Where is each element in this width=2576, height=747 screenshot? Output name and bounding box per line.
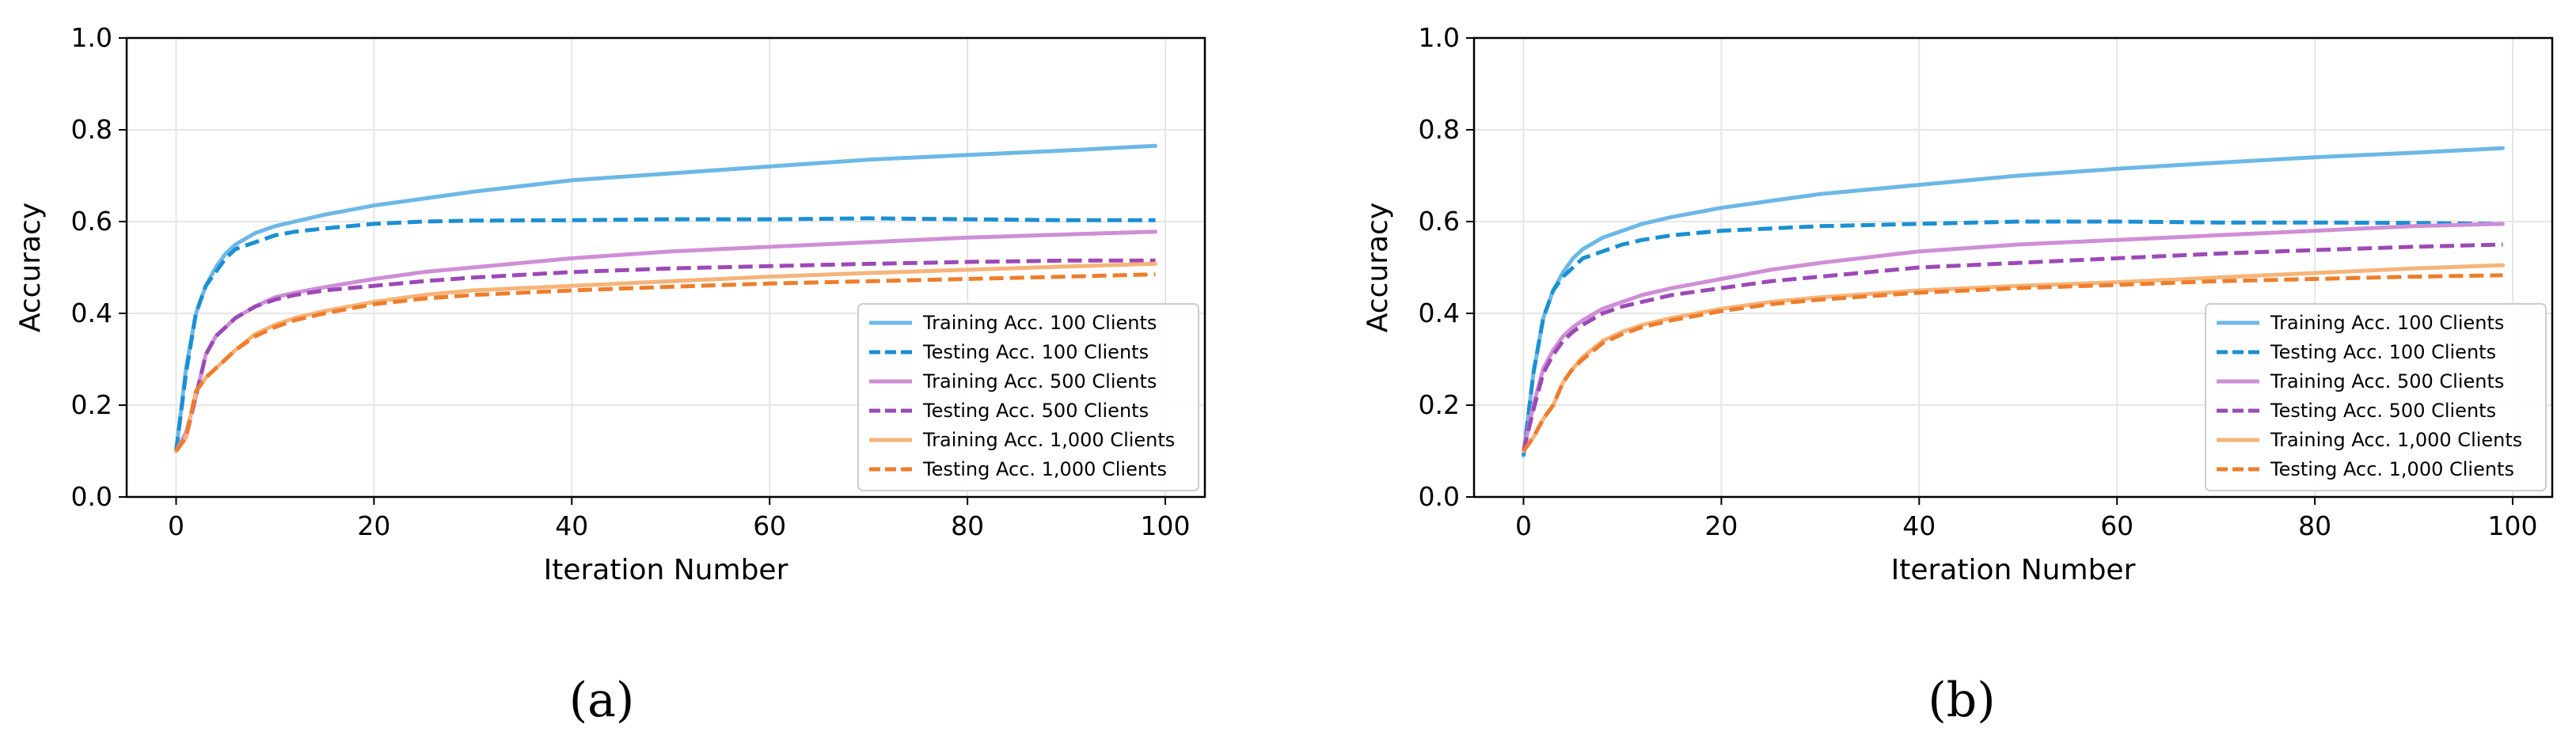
chart-panel-b: 0 20 40 60 80 100 0.0 0.2 0.4 0.6 0.8 1.0 Iteration…: [1362, 22, 2554, 728]
x-tick-label: 100: [2488, 510, 2538, 541]
y-tick-label: 0.8: [71, 114, 112, 145]
caption-b: (b): [1928, 673, 1995, 728]
plot-frame: [1472, 36, 2554, 499]
legend: Training Acc. 100 Clients Testing Acc. 10…: [857, 303, 1199, 491]
legend-label: Training Acc. 1,000 Clients: [2270, 429, 2522, 451]
x-tick-label: 20: [1704, 510, 1738, 541]
x-tick-label: 0: [168, 510, 184, 541]
legend-label: Testing Acc. 500 Clients: [2270, 400, 2496, 422]
y-tick-label: 0.4: [71, 298, 112, 328]
y-tick-label: 0.4: [1419, 298, 1460, 328]
x-tick-label: 60: [2100, 510, 2133, 541]
y-tick-label: 0.8: [1419, 114, 1460, 145]
x-tick-label: 80: [951, 510, 984, 541]
series-line-testing-acc-100-clients: [1522, 219, 2503, 457]
series-line-testing-acc-500-clients: [1522, 242, 2503, 452]
y-tick-label: 0.6: [71, 206, 112, 237]
legend-label: Testing Acc. 500 Clients: [922, 400, 1149, 422]
legend-label: Testing Acc. 100 Clients: [922, 341, 1149, 363]
legend-box: [2205, 303, 2547, 491]
x-tick-label: 20: [357, 510, 390, 541]
y-tick-label: 1.0: [71, 22, 112, 53]
x-tick-label: 100: [1141, 510, 1191, 541]
y-tick-label: 0.2: [71, 389, 112, 420]
x-tick-label: 40: [555, 510, 588, 541]
legend-label: Training Acc. 100 Clients: [922, 312, 1157, 334]
series-line-testing-acc-500-clients: [174, 258, 1156, 453]
legend-box: [857, 303, 1199, 491]
series-line-testing-acc-1-000-clients: [174, 272, 1156, 453]
legend-label: Training Acc. 500 Clients: [922, 370, 1157, 392]
x-tick-label: 60: [753, 510, 786, 541]
plot-frame: [125, 36, 1206, 499]
y-tick-label: 0.6: [1419, 206, 1460, 237]
legend: Training Acc. 100 Clients Testing Acc. 10…: [2205, 303, 2547, 491]
y-axis-label: Accuracy: [14, 203, 47, 332]
x-tick-label: 40: [1902, 510, 1936, 541]
series-line-testing-acc-1-000-clients: [1522, 273, 2503, 453]
x-axis-label: Iteration Number: [1891, 554, 2136, 586]
legend-label: Training Acc. 1,000 Clients: [922, 429, 1175, 451]
y-axis-label: Accuracy: [1362, 203, 1394, 332]
legend-label: Testing Acc. 100 Clients: [2270, 341, 2496, 363]
legend-label: Testing Acc. 1,000 Clients: [922, 458, 1167, 480]
x-tick-label: 80: [2298, 510, 2331, 541]
series-line-training-acc-500-clients: [1522, 222, 2505, 453]
caption-a: (a): [569, 673, 635, 728]
legend-label: Training Acc. 500 Clients: [2270, 370, 2504, 392]
y-tick-label: 0.2: [1419, 389, 1460, 420]
legend-label: Testing Acc. 1,000 Clients: [2270, 458, 2514, 480]
x-tick-label: 0: [1515, 510, 1532, 541]
x-axis-label: Iteration Number: [544, 554, 788, 586]
chart-panel-a: 0 20 40 60 80 100 0.0 0.2 0.4 0.6 0.8 1.0 Iteration…: [14, 22, 1206, 728]
series-line-testing-acc-100-clients: [174, 216, 1156, 452]
legend-label: Training Acc. 100 Clients: [2270, 312, 2504, 334]
y-tick-label: 0.0: [71, 481, 112, 512]
y-tick-label: 0.0: [1419, 481, 1460, 512]
y-tick-label: 1.0: [1419, 22, 1460, 53]
